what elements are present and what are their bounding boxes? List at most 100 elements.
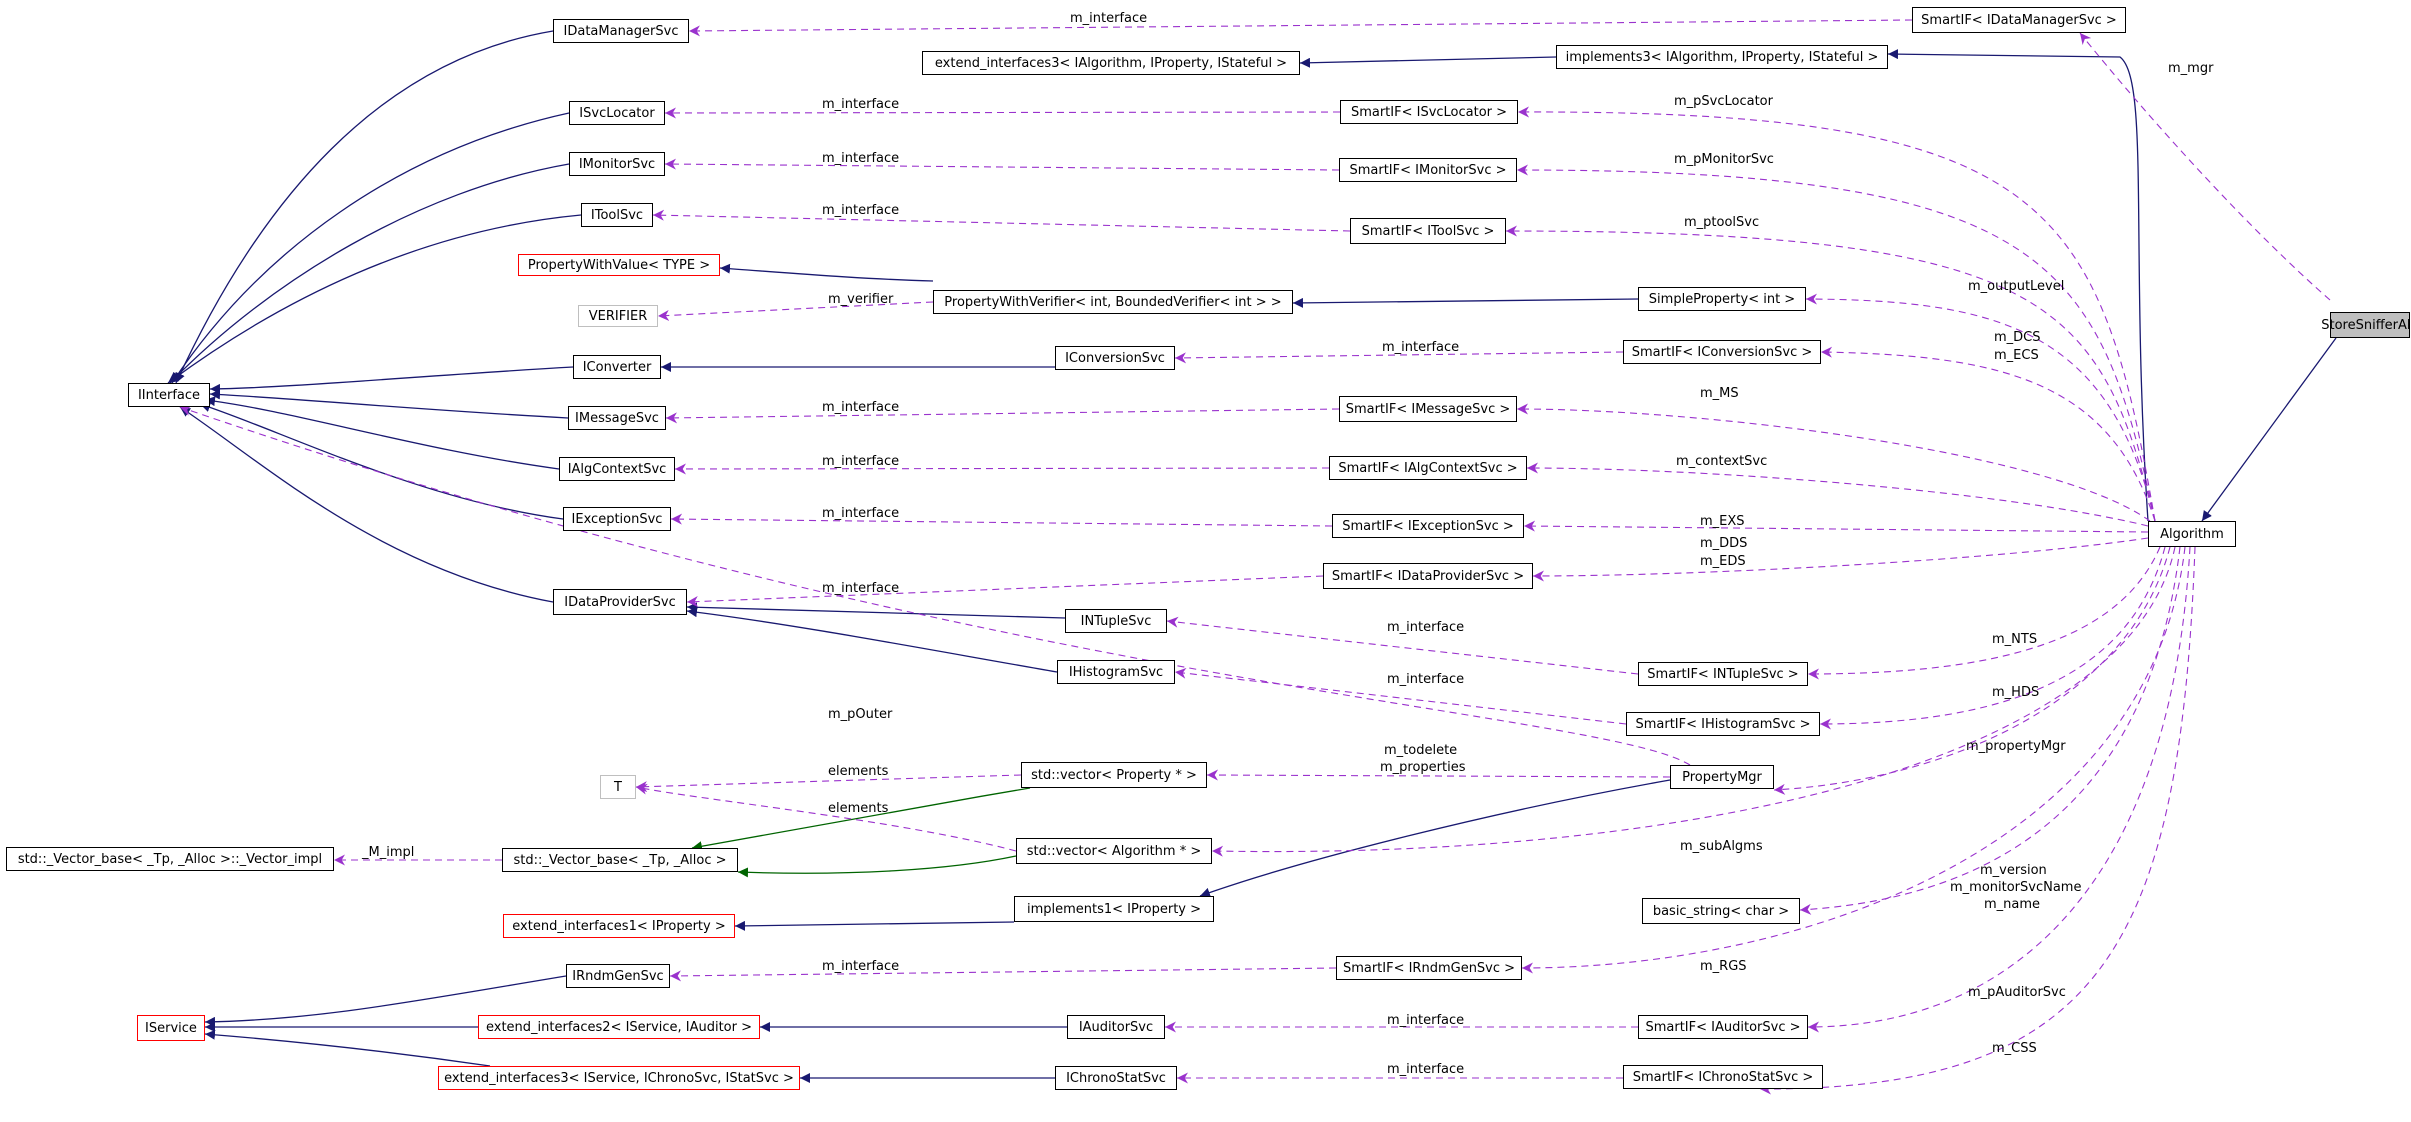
node-store-sniffer-alg[interactable]: StoreSnifferAlg <box>2321 312 2411 338</box>
inheritance-edge <box>175 30 554 384</box>
edge-label-m-interface: m_interface <box>822 506 899 521</box>
node-smart-ifrndm[interactable]: SmartIF< IRndmGenSvc > <box>1336 956 1522 980</box>
node-iexception-svc[interactable]: IExceptionSvc <box>563 507 671 531</box>
node-extend-interfaces1[interactable]: extend_interfaces1< IProperty > <box>503 914 735 938</box>
node-implements3[interactable]: implements3< IAlgorithm, IProperty, ISta… <box>1556 45 1888 69</box>
edge-label-m-todelete: m_todelete <box>1384 743 1457 758</box>
node-smart-ifmonitor[interactable]: SmartIF< IMonitorSvc > <box>1339 158 1517 182</box>
node-smart-ifalg-context[interactable]: SmartIF< IAlgContextSvc > <box>1329 456 1527 480</box>
node-isvc-locator[interactable]: ISvcLocator <box>569 101 665 125</box>
node-property-with-verifier[interactable]: PropertyWithVerifier< int, BoundedVerifi… <box>933 290 1293 314</box>
node-iinterface[interactable]: IInterface <box>128 383 210 407</box>
node-idata-provider-svc[interactable]: IDataProviderSvc <box>553 589 687 615</box>
node-basic-string[interactable]: basic_string< char > <box>1642 898 1800 924</box>
usage-edge <box>669 967 1337 982</box>
edge-label-m-css: m_CSS <box>1992 1041 2037 1056</box>
usage-edge <box>1805 293 2156 522</box>
usage-edge <box>657 301 934 321</box>
node-ihistogram-svc[interactable]: IHistogramSvc <box>1057 660 1175 684</box>
usage-edge <box>1807 546 2161 680</box>
edge-label-m-pauditorsvc: m_pAuditorSvc <box>1968 985 2066 1000</box>
node-smart-ifdata-provider[interactable]: SmartIF< IDataProviderSvc > <box>1323 563 1533 589</box>
inheritance-edge <box>734 920 1015 931</box>
node-smart-ifauditor[interactable]: SmartIF< IAuditorSvc > <box>1638 1015 1808 1039</box>
node-extend-interfaces3-alg[interactable]: extend_interfaces3< IAlgorithm, IPropert… <box>922 51 1300 75</box>
inheritance-edge <box>686 607 1058 673</box>
node-vector-impl[interactable]: std::_Vector_base< _Tp, _Alloc >::_Vecto… <box>6 847 334 871</box>
node-smart-ifchrono[interactable]: SmartIF< IChronoStatSvc > <box>1623 1065 1823 1089</box>
node-algorithm[interactable]: Algorithm <box>2148 521 2236 547</box>
inheritance-edge <box>2201 337 2337 522</box>
node-extend-interfaces3-chrono[interactable]: extend_interfaces3< IService, IChronoSvc… <box>438 1066 800 1090</box>
inheritance-edge <box>209 389 569 419</box>
usage-edge <box>635 774 1022 793</box>
usage-edge <box>1517 106 2156 522</box>
node-vector-base[interactable]: std::_Vector_base< _Tp, _Alloc > <box>502 848 738 872</box>
node-extend-interfaces2[interactable]: extend_interfaces2< IService, IAuditor > <box>478 1015 760 1039</box>
node-irndm-gen-svc[interactable]: IRndmGenSvc <box>566 964 670 988</box>
node-property-with-value[interactable]: PropertyWithValue< TYPE > <box>518 254 720 276</box>
node-iconversion-svc[interactable]: IConversionSvc <box>1055 346 1175 370</box>
node-smart-ifsvc-locator[interactable]: SmartIF< ISvcLocator > <box>1340 100 1518 124</box>
usage-edge <box>1174 667 1627 725</box>
node-smart-iftool[interactable]: SmartIF< IToolSvc > <box>1350 218 1506 244</box>
inheritance-edge <box>719 263 934 282</box>
template-edge <box>691 787 1031 852</box>
node-ialg-context-svc[interactable]: IAlgContextSvc <box>559 457 675 481</box>
node-vector-property[interactable]: std::vector< Property * > <box>1021 762 1207 788</box>
inheritance-edge <box>204 1029 491 1067</box>
node-smart-ifntuple[interactable]: SmartIF< INTupleSvc > <box>1638 662 1808 686</box>
edge-label-m-outputlevel: m_outputLevel <box>1968 279 2064 294</box>
node-smart-ifconversion[interactable]: SmartIF< IConversionSvc > <box>1623 340 1821 364</box>
edge-label-m-interface: m_interface <box>822 151 899 166</box>
edge-label-m-interface: m_interface <box>822 581 899 596</box>
usage-edge <box>1516 164 2156 522</box>
node-simple-property[interactable]: SimpleProperty< int > <box>1638 287 1806 311</box>
edge-label-m-interface: m_interface <box>822 203 899 218</box>
node-iconverter[interactable]: IConverter <box>573 355 661 379</box>
edge-label-m-mgr: m_mgr <box>2168 61 2214 76</box>
node-imessage-svc[interactable]: IMessageSvc <box>568 406 666 430</box>
node-iauditor-svc[interactable]: IAuditorSvc <box>1067 1015 1165 1039</box>
node-ichrono-stat-svc[interactable]: IChronoStatSvc <box>1055 1066 1177 1090</box>
usage-edge <box>664 107 1341 119</box>
usage-edge <box>1523 520 2149 533</box>
usage-edge <box>635 783 1017 852</box>
node-smart-ifhistogram[interactable]: SmartIF< IHistogramSvc > <box>1626 712 1820 736</box>
edge-label-m-ptoolsvc: m_ptoolSvc <box>1684 215 1759 230</box>
inheritance-edge <box>686 602 1066 619</box>
node-smart-ifexception[interactable]: SmartIF< IExceptionSvc > <box>1332 514 1524 538</box>
node-smart-ifdata-manager[interactable]: SmartIF< IDataManagerSvc > <box>1912 7 2126 33</box>
inheritance-edge <box>169 163 570 384</box>
usage-edge <box>1820 346 2156 522</box>
edge-label-elements: elements <box>828 764 889 779</box>
node-idata-manager-svc[interactable]: IDataManagerSvc <box>553 19 689 43</box>
usage-edge <box>664 158 1340 171</box>
usage-edge <box>1819 546 2166 730</box>
node-implements1[interactable]: implements1< IProperty > <box>1014 896 1214 922</box>
usage-edge <box>670 513 1333 527</box>
edge-label-m-interface: m_interface <box>1382 340 1459 355</box>
node-verifier[interactable]: VERIFIER <box>578 305 658 327</box>
edge-label-m-ms: m_MS <box>1700 386 1739 401</box>
usage-edge <box>1521 546 2186 974</box>
usage-edge <box>1166 616 1639 675</box>
node-intuple-svc[interactable]: INTupleSvc <box>1065 609 1167 633</box>
node-itool-svc[interactable]: IToolSvc <box>581 203 653 227</box>
node-imonitor-svc[interactable]: IMonitorSvc <box>569 152 665 176</box>
node-property-mgr[interactable]: PropertyMgr <box>1670 765 1774 789</box>
edge-label-m-psvclocator: m_pSvcLocator <box>1674 94 1774 109</box>
node-iservice[interactable]: IService <box>137 1015 205 1041</box>
usage-edge <box>1516 403 2151 522</box>
usage-edge <box>1759 546 2196 1095</box>
inheritance-edge <box>1292 297 1639 308</box>
node-t[interactable]: T <box>600 775 636 799</box>
edge-label-m-nts: m_NTS <box>1992 632 2037 647</box>
edge-label-m-dds: m_DDS <box>1700 536 1747 551</box>
usage-edge <box>686 575 1324 608</box>
node-smart-ifmessage[interactable]: SmartIF< IMessageSvc > <box>1339 396 1517 422</box>
usage-edge <box>665 408 1340 424</box>
node-vector-algorithm[interactable]: std::vector< Algorithm * > <box>1016 838 1212 864</box>
edge-label-m-propertymgr: m_propertyMgr <box>1966 739 2066 754</box>
usage-edge <box>1211 546 2176 857</box>
